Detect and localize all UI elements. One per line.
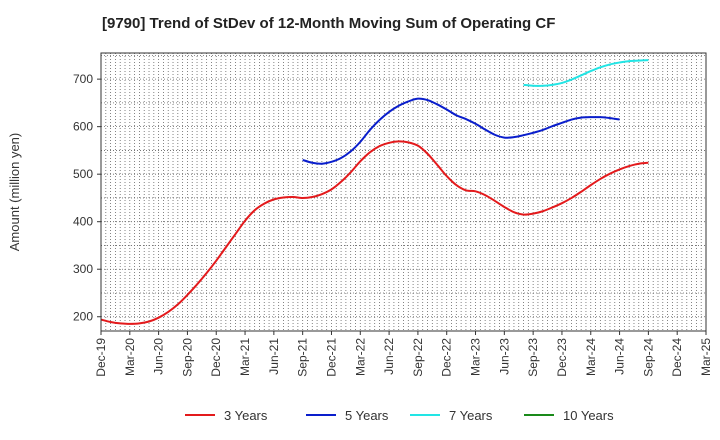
x-axis: Dec-19 Mar-20 Jun-20 Sep-20 Dec-20 Mar-21 Jun-… bbox=[94, 331, 713, 377]
x-tick-label: Mar-22 bbox=[353, 338, 367, 376]
series-line-3-years bbox=[100, 140, 649, 325]
x-tick-label: Jun-21 bbox=[267, 338, 281, 375]
plot-border bbox=[100, 52, 707, 332]
legend-label: 7 Years bbox=[449, 408, 493, 423]
legend-label: 5 Years bbox=[345, 408, 389, 423]
y-tick-label: 600 bbox=[73, 120, 93, 134]
x-tick-label: Sep-23 bbox=[526, 338, 540, 377]
x-tick-label: Dec-24 bbox=[670, 338, 684, 377]
series-line-7-years bbox=[523, 59, 649, 87]
series-layer bbox=[100, 59, 649, 325]
x-tick-label: Jun-20 bbox=[152, 338, 166, 375]
x-tick-label: Dec-19 bbox=[94, 338, 108, 377]
x-tick-label: Sep-22 bbox=[411, 338, 425, 377]
x-tick-label: Dec-23 bbox=[555, 338, 569, 377]
x-tick-label: Mar-21 bbox=[238, 338, 252, 376]
y-tick-label: 500 bbox=[73, 167, 93, 181]
x-tick-label: Dec-20 bbox=[209, 338, 223, 377]
x-tick-label: Jun-22 bbox=[382, 338, 396, 375]
y-tick-label: 400 bbox=[73, 215, 93, 229]
y-tick-label: 700 bbox=[73, 72, 93, 86]
chart-title: [9790] Trend of StDev of 12-Month Moving… bbox=[102, 15, 555, 32]
grid bbox=[101, 53, 706, 331]
x-tick-label: Sep-24 bbox=[641, 338, 655, 377]
x-tick-label: Mar-25 bbox=[699, 338, 713, 376]
x-tick-label: Mar-20 bbox=[123, 338, 137, 376]
x-tick-label: Dec-22 bbox=[440, 338, 454, 377]
x-tick-label: Mar-24 bbox=[584, 338, 598, 376]
series-line-5-years bbox=[302, 97, 620, 165]
y-tick-label: 300 bbox=[73, 262, 93, 276]
x-tick-label: Sep-21 bbox=[296, 338, 310, 377]
x-tick-label: Dec-21 bbox=[324, 338, 338, 377]
y-axis: 200 300 400 500 600 700 bbox=[73, 72, 101, 324]
legend-label: 3 Years bbox=[224, 408, 268, 423]
legend-label: 10 Years bbox=[563, 408, 614, 423]
y-axis-label: Amount (million yen) bbox=[7, 133, 22, 252]
x-tick-label: Mar-23 bbox=[469, 338, 483, 376]
x-tick-label: Jun-24 bbox=[613, 338, 627, 375]
legend: 3 Years 5 Years 7 Years 10 Years bbox=[185, 408, 614, 423]
x-tick-label: Jun-23 bbox=[497, 338, 511, 375]
x-tick-label: Sep-20 bbox=[180, 338, 194, 377]
y-tick-label: 200 bbox=[73, 310, 93, 324]
